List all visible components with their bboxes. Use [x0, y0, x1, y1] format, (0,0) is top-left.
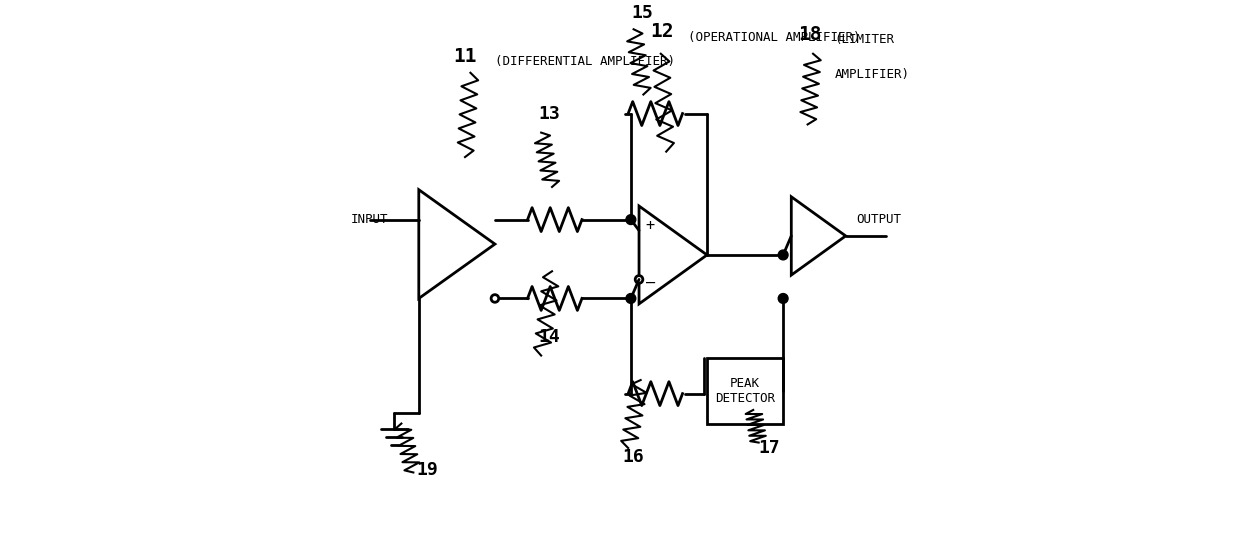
Circle shape — [779, 250, 789, 260]
Text: 18: 18 — [799, 25, 822, 44]
Text: 19: 19 — [417, 461, 438, 479]
Text: 11: 11 — [454, 47, 476, 66]
Text: 14: 14 — [538, 328, 560, 346]
Text: 12: 12 — [650, 23, 673, 41]
Text: PEAK
DETECTOR: PEAK DETECTOR — [715, 377, 775, 405]
Text: +: + — [646, 218, 655, 233]
Text: 15: 15 — [631, 4, 652, 23]
Text: (DIFFERENTIAL AMPLIFIER): (DIFFERENTIAL AMPLIFIER) — [495, 56, 675, 68]
Circle shape — [491, 295, 498, 302]
Circle shape — [779, 294, 789, 304]
Text: –: – — [646, 274, 655, 290]
Circle shape — [635, 276, 642, 283]
Text: 17: 17 — [759, 439, 780, 458]
Text: 13: 13 — [538, 105, 560, 123]
Bar — [707, 358, 784, 424]
Text: (OPERATIONAL AMPLIFIER): (OPERATIONAL AMPLIFIER) — [688, 31, 861, 44]
Circle shape — [626, 294, 636, 304]
Text: OUTPUT: OUTPUT — [857, 213, 901, 226]
Text: (LIMITER: (LIMITER — [835, 33, 895, 46]
Circle shape — [626, 214, 636, 224]
Text: 16: 16 — [622, 448, 645, 466]
Text: AMPLIFIER): AMPLIFIER) — [835, 68, 910, 81]
Text: INPUT: INPUT — [351, 213, 388, 226]
